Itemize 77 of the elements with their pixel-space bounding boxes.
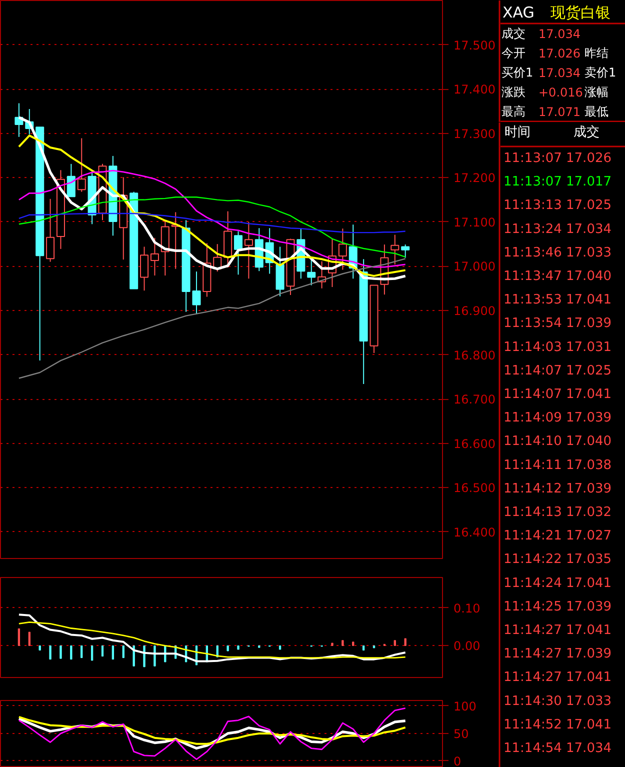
text: 11:14:09 17.039 (504, 410, 612, 426)
text: 最高 (502, 104, 526, 118)
text: 17.034 (538, 66, 580, 80)
candlestick (307, 258, 316, 286)
candlestick (77, 138, 86, 192)
text: 11:13:07 17.026 (504, 151, 612, 166)
text: 11:14:30 17.033 (504, 694, 612, 709)
text: 11:14:03 17.031 (504, 340, 612, 355)
text: 11:14:52 17.041 (504, 717, 612, 732)
line-series (18, 212, 406, 234)
text: 11:14:22 17.035 (504, 552, 612, 568)
candlestick (390, 234, 400, 265)
line-series (18, 614, 406, 662)
y-tick-label: 0 (454, 754, 462, 767)
y-tick-label: 50 (454, 726, 469, 741)
text: 11:14:27 17.041 (504, 670, 612, 686)
y-tick-label: 16.400 (454, 525, 496, 540)
text: 11:14:54 17.034 (504, 741, 612, 756)
y-tick-label: 16.600 (454, 436, 496, 451)
y-tick-label: 100 (454, 699, 476, 714)
text: 买价1 (502, 66, 534, 80)
text: 11:14:21 17.027 (504, 528, 612, 544)
text: 11:14:11 17.038 (504, 458, 612, 473)
line-series (18, 258, 406, 379)
text: 11:13:24 17.034 (504, 222, 612, 237)
text: 11:14:07 17.041 (504, 387, 612, 402)
candlestick (244, 221, 253, 280)
text: 今开 (502, 46, 526, 60)
candlestick (66, 163, 76, 198)
text: 涨幅 (584, 85, 608, 99)
text: 11:14:13 17.032 (504, 505, 612, 520)
text: 11:13:46 17.033 (504, 245, 612, 260)
candlestick (140, 246, 149, 292)
y-tick-label: 17.300 (454, 126, 496, 141)
text: 11:14:24 17.041 (504, 576, 612, 591)
y-tick-label: 16.900 (454, 304, 496, 318)
text: 11:14:27 17.041 (504, 623, 612, 638)
text: 成交 (574, 124, 600, 140)
text: 昨结 (584, 46, 608, 60)
text: 11:13:53 17.041 (504, 292, 612, 308)
line-series (18, 621, 406, 659)
y-tick-label: 16.800 (454, 348, 496, 362)
text: 17.026 (538, 46, 580, 60)
y-tick-label: 16.700 (454, 392, 496, 407)
line-series (18, 716, 406, 745)
text: 11:14:07 17.025 (504, 363, 612, 378)
text: 11:14:25 17.039 (504, 599, 612, 614)
text: XAG 现货白银 (502, 4, 610, 22)
text: 最低 (584, 104, 608, 118)
text: 成交 (502, 26, 526, 40)
y-tick-label: 16.500 (454, 481, 496, 496)
line-series (18, 707, 406, 760)
y-tick-label: 17.500 (454, 38, 496, 52)
candlestick (338, 228, 347, 270)
text: 17.071 (538, 105, 580, 119)
text: 11:13:47 17.040 (504, 269, 612, 284)
y-tick-label: 17.100 (454, 215, 496, 230)
text: 11:14:27 17.039 (504, 646, 612, 662)
y-tick-label: 0.10 (454, 601, 480, 616)
text: 11:14:12 17.039 (504, 481, 612, 496)
y-tick-label: 17.400 (454, 82, 496, 97)
text: 11:13:13 17.025 (504, 198, 612, 214)
candlestick (234, 230, 243, 276)
text: 卖价1 (584, 66, 616, 80)
candlestick (401, 244, 410, 258)
text: 17.034 (538, 27, 580, 41)
text: 11:13:07 17.017 (504, 174, 612, 190)
text: 涨跌 (502, 85, 526, 99)
y-tick-label: 17.000 (454, 260, 496, 274)
text: 11:14:10 17.040 (504, 434, 612, 450)
y-tick-label: 17.200 (454, 171, 496, 186)
text: +0.016 (538, 86, 583, 100)
candlestick (150, 237, 159, 276)
text: 时间 (504, 125, 530, 140)
y-tick-label: 0.00 (454, 639, 480, 654)
candlestick (46, 198, 55, 262)
text: 11:13:54 17.039 (504, 316, 612, 332)
